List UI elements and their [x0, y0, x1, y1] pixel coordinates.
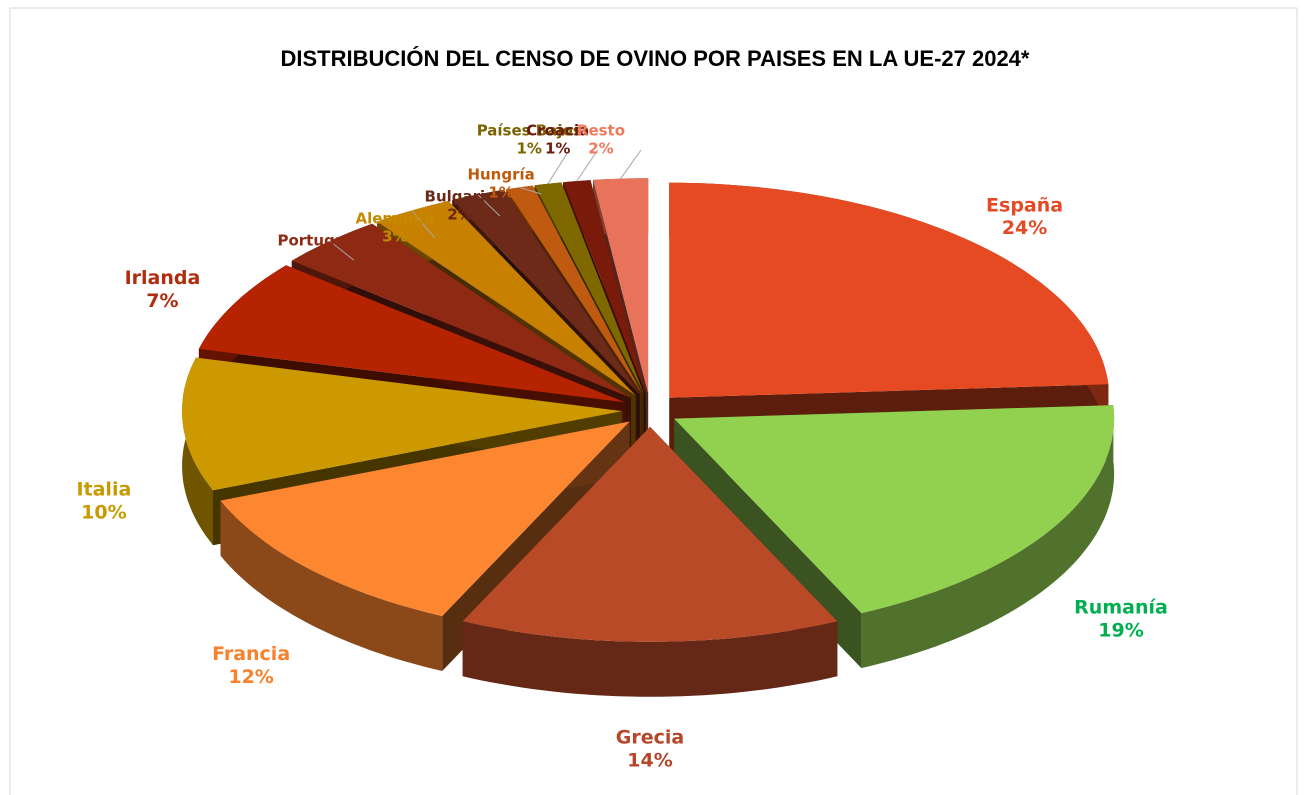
data-label-value: 2% — [588, 140, 613, 158]
slice — [291, 223, 631, 398]
leader-line — [329, 240, 355, 261]
data-label-value: 1% — [516, 140, 541, 158]
data-label-name: Rumanía — [1074, 597, 1168, 619]
slice-wall — [220, 500, 443, 671]
data-label-name: Bulgaria — [425, 188, 496, 206]
leader-line — [411, 210, 436, 239]
chart-title: DISTRIBUCIÓN DEL CENSO DE OVINO POR PAIS… — [281, 46, 1030, 71]
slice — [669, 182, 1109, 398]
data-label-name: Francia — [212, 643, 290, 665]
data-label-name: Italia — [76, 479, 131, 501]
data-label-value: 12% — [228, 666, 273, 688]
data-label-value: 1% — [545, 140, 570, 158]
data-label-name: España — [986, 194, 1063, 216]
data-label-name: Alemania — [356, 210, 435, 228]
data-label-value: 1% — [488, 184, 513, 202]
data-label-name: Portugal — [277, 232, 350, 250]
leader-line — [576, 149, 599, 182]
leader-line — [477, 194, 501, 217]
leader-line — [620, 149, 642, 179]
slice-wall — [462, 621, 838, 697]
slice — [198, 265, 626, 403]
data-label-value: 2% — [447, 206, 472, 224]
data-label-name: Irlanda — [125, 267, 201, 289]
data-label-value: 24% — [1002, 217, 1047, 239]
slice — [452, 189, 640, 395]
slice — [674, 405, 1115, 614]
leader-line — [547, 149, 570, 185]
leader-line — [519, 186, 542, 195]
slice — [220, 421, 630, 616]
data-label-value: 4% — [301, 250, 326, 268]
data-label-name: Grecia — [616, 727, 684, 749]
data-label-value: 19% — [1098, 620, 1143, 642]
slice — [506, 185, 643, 394]
data-label-name: Croacia — [526, 122, 589, 140]
data-label-name: Hungría — [467, 166, 534, 184]
slice — [593, 178, 649, 394]
data-label-value: 14% — [627, 749, 672, 771]
slice — [534, 182, 644, 394]
slice — [462, 426, 838, 642]
slice-wall — [861, 405, 1115, 669]
data-label-value: 7% — [146, 290, 178, 312]
data-label-name: Países Bajos — [477, 122, 582, 140]
slice — [563, 180, 646, 394]
data-label-name: Resto — [577, 122, 625, 140]
slice — [377, 201, 636, 396]
data-label-value: 10% — [81, 502, 126, 524]
slice — [182, 357, 623, 491]
data-label-value: 3% — [382, 228, 407, 246]
